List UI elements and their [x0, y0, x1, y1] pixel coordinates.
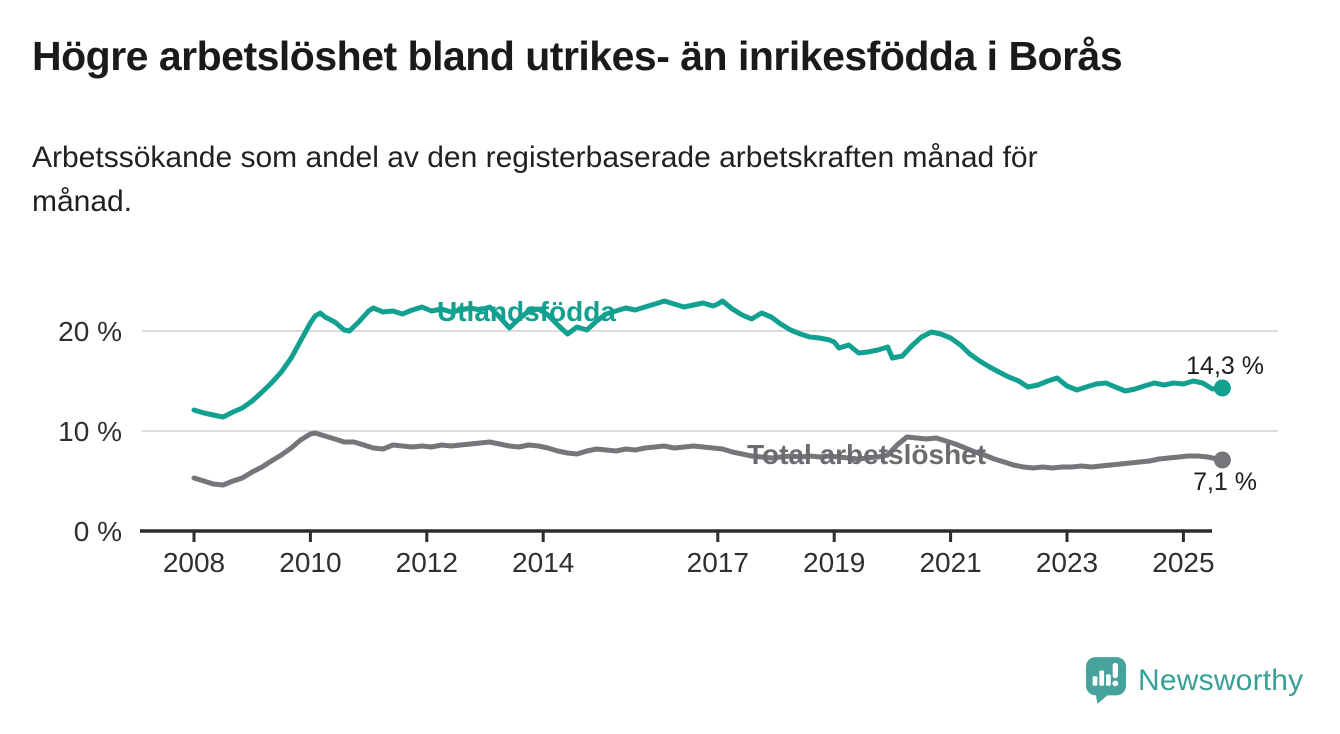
x-tick-label: 2012	[396, 547, 458, 578]
page-title: Högre arbetslöshet bland utrikes- än inr…	[32, 33, 1123, 79]
y-tick-label: 10 %	[58, 416, 122, 447]
series-label-total-arbetsl-shet: Total arbetslöshet	[747, 439, 986, 470]
x-tick-label: 2023	[1036, 547, 1098, 578]
series-label-utlandsf-dda: Utlandsfödda	[437, 296, 616, 327]
series-line-utlandsf-dda	[191, 298, 1225, 420]
x-tick-label: 2017	[687, 547, 749, 578]
x-tick-label: 2014	[512, 547, 574, 578]
y-tick-label: 20 %	[58, 316, 122, 347]
series-end-dot-total-arbetsl-shet	[1213, 451, 1231, 469]
x-tick-label: 2019	[803, 547, 865, 578]
end-value-label-total-arbetsl-shet: 7,1 %	[1193, 468, 1257, 496]
subtitle-line-1: Arbetssökande som andel av den registerb…	[32, 141, 1038, 174]
series-line-total-arbetsl-shet	[191, 430, 1225, 488]
newsworthy-logo-text: Newsworthy	[1138, 664, 1304, 697]
end-value-label-utlandsf-dda: 14,3 %	[1186, 352, 1264, 380]
y-tick-label: 0 %	[74, 516, 122, 547]
series-end-dot-utlandsf-dda	[1213, 379, 1231, 397]
x-tick-label: 2021	[919, 547, 981, 578]
x-tick-label: 2010	[279, 547, 341, 578]
newsworthy-logo: Newsworthy	[1085, 655, 1303, 707]
x-tick-label: 2008	[163, 547, 225, 578]
subtitle-line-2: månad.	[32, 185, 133, 218]
newsworthy-bubble-chart-icon	[1085, 657, 1127, 704]
x-tick-label: 2025	[1152, 547, 1214, 578]
